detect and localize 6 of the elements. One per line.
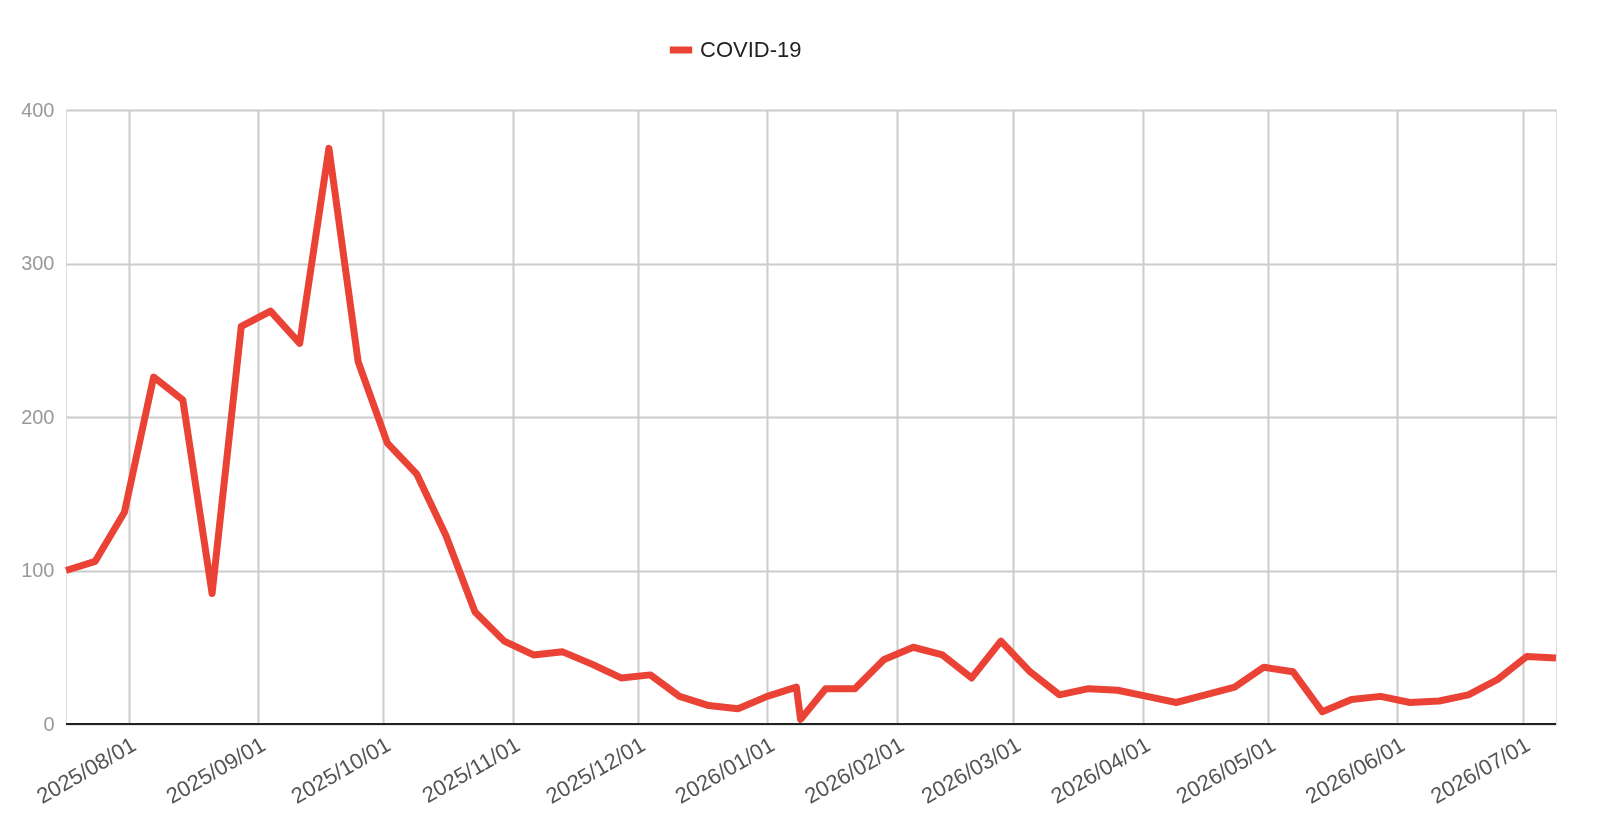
y-tick-label: 200	[21, 405, 55, 428]
y-tick-label: 100	[21, 559, 55, 581]
y-tick-label: 300	[21, 252, 55, 274]
y-tick-label: 400	[21, 98, 55, 121]
legend-label: COVID-19	[700, 37, 802, 62]
y-tick-label: 0	[43, 712, 55, 735]
